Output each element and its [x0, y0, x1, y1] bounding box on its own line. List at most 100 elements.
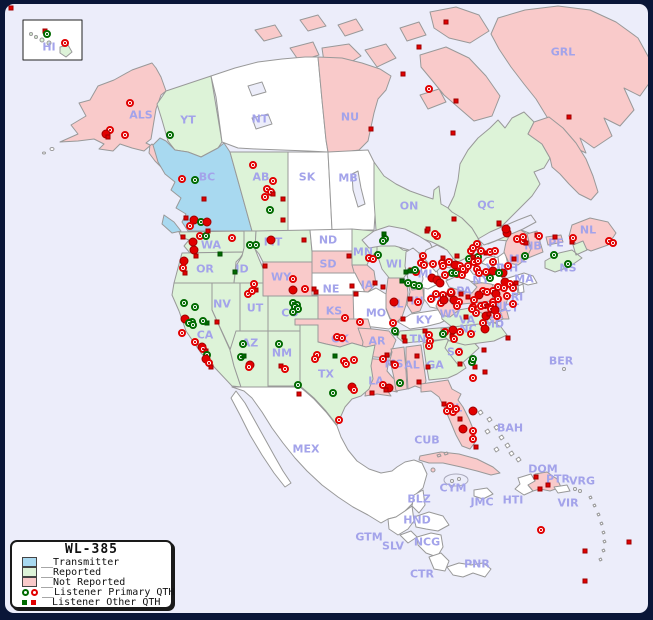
region-bermuda: [562, 367, 566, 371]
listener-primary-qth-red-dot: [429, 260, 437, 268]
listener-other-qth-red-dot: [193, 253, 199, 259]
listener-primary-qth-red-dot: [425, 342, 433, 350]
listener-other-qth-red-dot: [582, 578, 588, 584]
listener-primary-qth-red-dot: [467, 330, 475, 338]
legend-label: __Listener Other QTH: [40, 596, 161, 608]
listener-primary-qth-red-dot: [469, 374, 477, 382]
region-mexico: [231, 386, 428, 524]
listener-other-qth-red-dot: [513, 280, 519, 286]
listener-other-qth-red-dot: [545, 482, 551, 488]
map-label-al: AL: [404, 358, 420, 372]
listener-other-qth-green-dot: [332, 353, 338, 359]
listener-other-qth-red-dot: [262, 263, 268, 269]
listener-primary-qth-green-dot: [289, 308, 297, 316]
listener-primary-qth-red-dot: [456, 328, 464, 336]
listener-primary-qth-red-dot: [350, 356, 358, 364]
map-label-gtm: GTM: [355, 530, 383, 544]
report-marker-dot: [266, 235, 276, 245]
listener-primary-qth-green-dot: [191, 176, 199, 184]
listener-other-qth-red-dot: [454, 253, 460, 259]
map-label-cym: CYM: [439, 481, 467, 495]
map-label-or: OR: [196, 262, 214, 276]
lake-great-bear: [247, 81, 267, 97]
listener-primary-qth-red-dot: [453, 302, 461, 310]
listener-primary-qth-green-dot: [266, 206, 274, 214]
listener-other-qth-red-dot: [8, 5, 14, 11]
map-label-qc: QC: [477, 198, 495, 212]
listener-primary-qth-green-dot: [180, 299, 188, 307]
region-cayman: [450, 479, 454, 483]
listener-primary-qth-red-dot: [609, 239, 617, 247]
map-label-ab: AB: [252, 170, 270, 184]
listener-other-qth-red-dot: [457, 361, 463, 367]
listener-primary-qth-green-dot: [469, 355, 477, 363]
region-hawaii: [29, 32, 33, 36]
report-marker-dot: [474, 290, 484, 300]
listener-other-qth-red-dot: [457, 416, 463, 422]
listener-primary-qth-green-dot: [391, 327, 399, 335]
listener-other-qth-red-dot: [422, 328, 428, 334]
listener-primary-qth-red-dot: [261, 193, 269, 201]
listener-primary-qth-red-dot: [186, 222, 194, 230]
listener-primary-qth-red-dot: [493, 312, 501, 320]
report-marker-dot: [435, 278, 445, 288]
listener-primary-qth-red-dot: [178, 329, 186, 337]
listener-other-qth-red-dot: [383, 387, 389, 393]
map-label-mo: MO: [365, 306, 387, 320]
listener-primary-qth-red-dot: [569, 234, 577, 242]
listener-primary-qth-red-dot: [389, 319, 397, 327]
listener-primary-qth-red-dot: [414, 298, 422, 306]
listener-other-qth-red-dot: [453, 98, 459, 104]
map-label-nb: NB: [524, 239, 542, 253]
listener-primary-qth-red-dot: [537, 526, 545, 534]
listener-primary-qth-red-dot: [126, 99, 134, 107]
listener-primary-qth-red-dot: [446, 402, 454, 410]
legend: WL-385 __Transmitter __Reported __Not Re…: [10, 540, 174, 609]
listener-other-qth-green-dot: [241, 353, 247, 359]
listener-primary-qth-green-dot: [166, 131, 174, 139]
listener-primary-qth-red-dot: [489, 258, 497, 266]
region-baja-california: [230, 390, 292, 488]
listener-primary-qth-red-dot: [431, 230, 439, 238]
listener-primary-qth-red-dot: [338, 334, 346, 342]
listener-other-qth-red-dot: [511, 256, 517, 262]
listener-other-qth-red-dot: [311, 286, 317, 292]
listener-primary-qth-red-dot: [450, 335, 458, 343]
region-aleutians: [49, 147, 55, 151]
listener-other-qth-red-dot: [425, 226, 431, 232]
report-marker-dot: [202, 217, 212, 227]
map-label-ctr: CTR: [409, 567, 435, 581]
region-greenland: [490, 5, 648, 154]
listener-other-qth-red-dot: [369, 390, 375, 396]
listener-primary-qth-red-dot: [472, 309, 480, 317]
map-label-sd: SD: [319, 257, 337, 271]
listener-primary-qth-red-dot: [509, 284, 517, 292]
listener-primary-qth-red-dot: [509, 300, 517, 308]
listener-other-qth-red-dot: [472, 364, 478, 370]
listener-other-qth-red-dot: [496, 220, 502, 226]
listener-primary-qth-green-dot: [550, 251, 558, 259]
listener-other-qth-red-dot: [353, 291, 359, 297]
map-label-cub: CUB: [414, 433, 440, 447]
listener-primary-qth-green-dot: [396, 379, 404, 387]
reported-swatch-icon: [22, 567, 37, 577]
map-label-slv: SLV: [382, 539, 404, 553]
map-label-ks: KS: [325, 304, 343, 318]
listener-other-qth-red-dot: [301, 237, 307, 243]
listener-primary-qth-red-dot: [301, 285, 309, 293]
region-lesser-antilles: [588, 495, 607, 562]
listener-other-qth-red-dot: [443, 19, 449, 25]
listener-primary-qth-red-dot: [427, 295, 435, 303]
listener-other-qth-green-dot: [232, 269, 238, 275]
listener-primary-qth-green-dot: [189, 321, 197, 329]
listener-other-qth-red-dot: [270, 191, 276, 197]
listener-primary-qth-red-dot: [482, 268, 490, 276]
region-nunavut: [317, 56, 392, 153]
map-label-nu: NU: [340, 110, 360, 124]
region-virgin-islands: [578, 489, 582, 493]
map-label-ne: NE: [322, 282, 340, 296]
region-nova-scotia: [544, 240, 588, 273]
listener-primary-qth-green-dot: [415, 282, 423, 290]
legend-label: __Not Reported: [41, 576, 126, 588]
